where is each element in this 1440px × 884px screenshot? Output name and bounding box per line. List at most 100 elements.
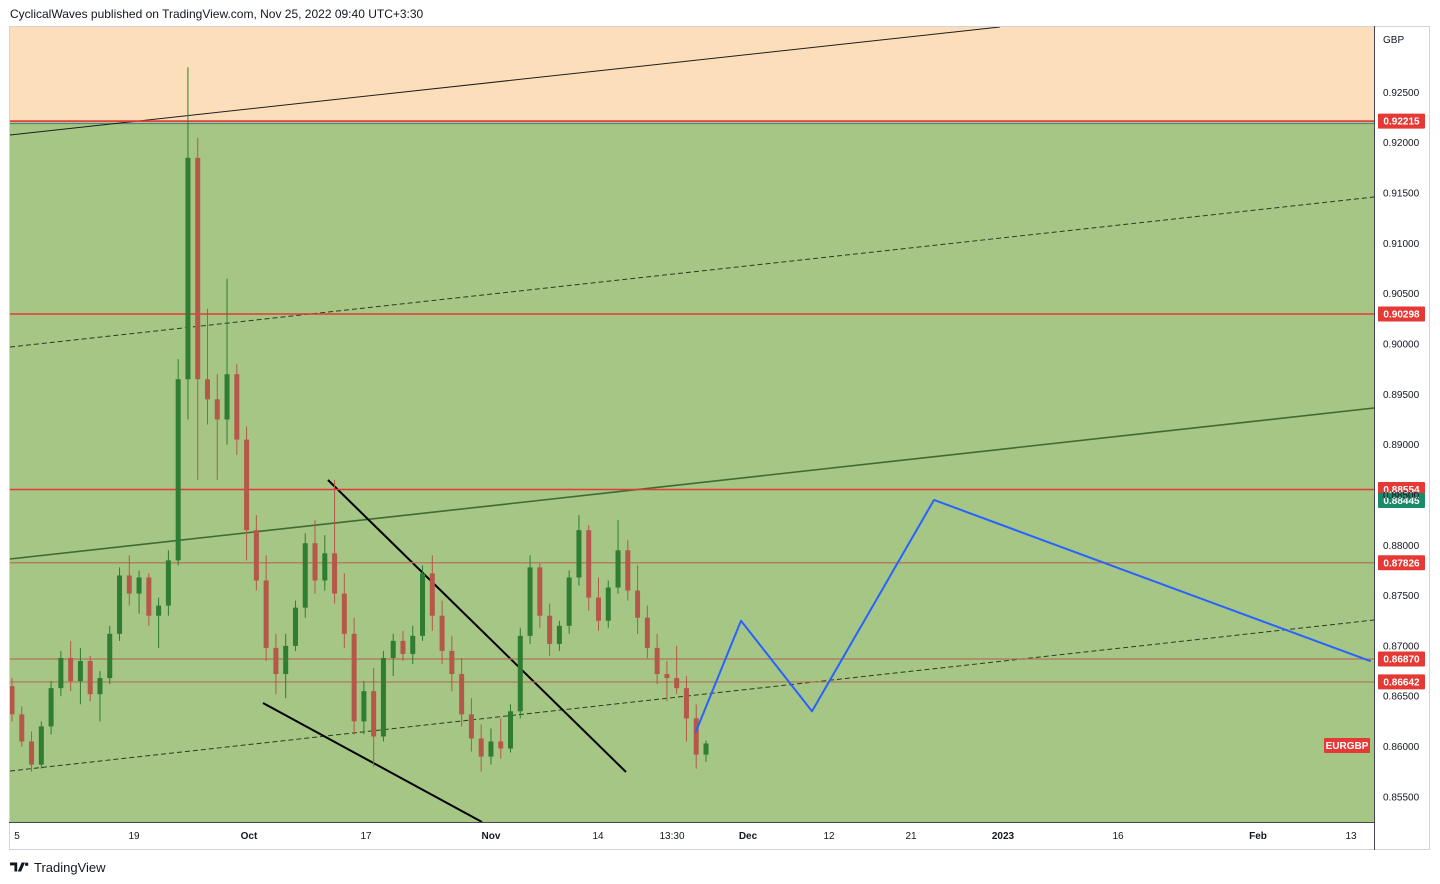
candle[interactable] [537,563,543,628]
candle[interactable] [371,668,377,767]
candle[interactable] [29,731,35,772]
candle-body [459,674,465,715]
candle[interactable] [68,640,74,692]
wedge-lower-line[interactable] [262,702,483,823]
candle-body [566,577,572,626]
candle[interactable] [175,359,181,566]
candle[interactable] [224,278,230,445]
candle-body [693,718,699,755]
candle[interactable] [595,577,601,631]
candle[interactable] [341,573,347,648]
currency-label: GBP [1383,35,1404,46]
candle[interactable] [302,533,308,618]
candle[interactable] [664,660,670,702]
candle[interactable] [312,520,318,594]
candle[interactable] [693,704,699,769]
candle[interactable] [9,678,15,722]
candle[interactable] [625,540,631,601]
candle[interactable] [19,706,25,747]
candle[interactable] [77,647,83,705]
candle[interactable] [292,600,298,651]
last-price-text: 0.88445 [1383,496,1420,507]
candle[interactable] [165,550,171,616]
candle[interactable] [87,655,93,702]
candle[interactable] [380,650,386,742]
candle[interactable] [58,650,64,697]
candle[interactable] [683,676,689,742]
candle[interactable] [439,600,445,665]
candle[interactable] [136,570,142,614]
candle[interactable] [185,67,191,420]
candle[interactable] [38,721,44,769]
candle[interactable] [107,625,113,685]
candle-body [664,674,670,679]
lower-channel-dashed-line[interactable] [9,619,1375,772]
candle[interactable] [244,426,250,561]
candle-body [468,714,474,739]
candle[interactable] [420,565,426,641]
candle[interactable] [556,620,562,651]
upper-trendline[interactable] [9,26,1001,136]
candle[interactable] [214,374,220,480]
candle[interactable] [586,525,592,611]
candle[interactable] [644,605,650,658]
candle-body [410,635,416,654]
candle[interactable] [605,580,611,628]
candle[interactable] [468,698,474,752]
candle[interactable] [410,625,416,665]
candle[interactable] [195,137,201,480]
candle[interactable] [674,645,680,695]
time-axis[interactable]: 5 19 Oct 17 Nov 14 13:30 Dec 12 21 2023 16 Feb 13 [14,831,1357,842]
price-axis[interactable]: GBP 0.92215 0.90298 0.88554 0.87826 0.86870 0… [1378,35,1425,803]
candle[interactable] [146,573,152,626]
candle-body [156,605,162,616]
candle[interactable] [459,657,465,727]
candle[interactable] [390,633,396,677]
candle[interactable] [332,479,338,604]
time-tick-label: Nov [482,831,501,842]
candle[interactable] [498,718,504,759]
candle[interactable] [204,308,210,425]
candle[interactable] [429,555,435,631]
candle[interactable] [635,565,641,634]
candle[interactable] [508,704,514,753]
candle[interactable] [449,635,455,692]
candle[interactable] [654,633,660,685]
candle[interactable] [126,555,132,606]
middle-trendline[interactable] [9,407,1375,560]
candle[interactable] [273,633,279,695]
candle[interactable] [488,728,494,765]
upper-channel-dashed-line[interactable] [9,196,1375,348]
candle[interactable] [361,681,367,735]
tradingview-branding[interactable]: TradingView [10,858,106,876]
candle[interactable] [703,740,709,762]
candle[interactable] [400,630,406,661]
candle-body [117,575,123,634]
candle-body [136,577,142,594]
candle[interactable] [566,570,572,634]
candle[interactable] [527,555,533,644]
time-tick-label: 21 [905,831,917,842]
candle[interactable] [351,617,357,735]
candle[interactable] [156,597,162,648]
candle[interactable] [517,627,523,719]
candle[interactable] [615,520,621,594]
candle[interactable] [117,567,123,641]
candle-body [214,399,220,420]
candle[interactable] [48,681,54,735]
candle-body [273,647,279,675]
candlesticks [9,67,709,772]
candle-body [547,615,553,644]
wave-projection-path[interactable] [695,498,1371,733]
candle[interactable] [322,535,328,591]
price-chart[interactable]: EURGBP GBP 0.92215 0.90298 0.88554 0.87826 0… [0,0,1440,856]
candle[interactable] [283,633,289,699]
candle[interactable] [253,515,259,591]
candle[interactable] [576,515,582,586]
wedge-upper-line[interactable] [327,479,627,773]
candle[interactable] [234,364,240,455]
candle[interactable] [263,555,269,661]
candle[interactable] [97,671,103,722]
candle[interactable] [478,724,484,772]
candle[interactable] [547,603,553,656]
